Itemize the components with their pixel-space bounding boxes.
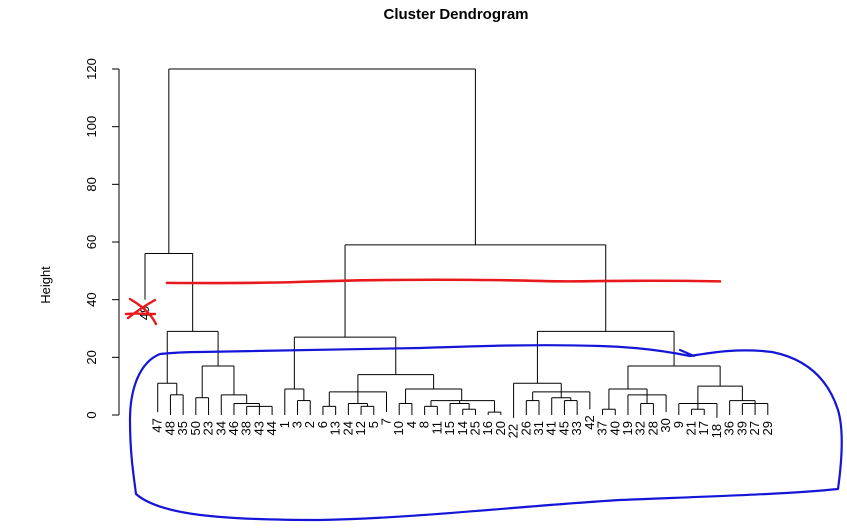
leaf-label: 8 [417, 421, 432, 428]
leaf-label: 19 [620, 421, 635, 435]
leaf-label: 21 [684, 421, 699, 435]
chart-title: Cluster Dendrogram [383, 6, 528, 23]
leaf-label: 30 [658, 418, 673, 432]
red-cross-mark [124, 297, 158, 326]
leaf-label: 39 [734, 421, 749, 435]
leaf-label: 45 [556, 421, 571, 435]
y-tick-label: 40 [84, 292, 99, 306]
y-tick-label: 120 [84, 58, 99, 80]
leaf-label: 6 [315, 421, 330, 428]
leaf-label: 18 [709, 424, 724, 438]
leaf-label: 1 [277, 421, 292, 428]
leaf-label: 5 [366, 421, 381, 428]
leaf-label: 24 [340, 421, 355, 435]
leaf-label: 43 [251, 421, 266, 435]
y-tick-label: 80 [84, 177, 99, 191]
y-tick-label: 0 [84, 411, 99, 418]
hand-drawn-annotations [124, 278, 843, 522]
leaf-label: 23 [201, 421, 216, 435]
leaf-label: 25 [467, 421, 482, 435]
leaf-label: 28 [645, 421, 660, 435]
leaf-label: 48 [162, 421, 177, 435]
leaf-label: 37 [595, 421, 610, 435]
dendrogram-branches [144, 68, 769, 418]
y-tick-label: 100 [84, 116, 99, 138]
leaf-label: 31 [531, 421, 546, 435]
leaf-label: 14 [455, 421, 470, 435]
leaf-label: 47 [150, 418, 165, 432]
leaf-label: 36 [722, 421, 737, 435]
leaf-label: 20 [493, 421, 508, 435]
leaf-label: 9 [671, 421, 686, 428]
leaf-label: 34 [213, 421, 228, 435]
leaf-label: 22 [506, 424, 521, 438]
leaf-label: 15 [442, 421, 457, 435]
leaf-label: 38 [239, 421, 254, 435]
leaf-label: 32 [633, 421, 648, 435]
leaf-label: 4 [404, 421, 419, 428]
leaf-label: 27 [747, 421, 762, 435]
y-axis: 0 20 40 60 80 100 120 [84, 58, 120, 419]
leaf-label: 11 [429, 421, 444, 435]
leaf-label: 41 [544, 421, 559, 435]
leaf-label: 2 [302, 421, 317, 428]
y-axis-label: Height [38, 266, 53, 304]
blue-cluster-circle [128, 344, 843, 522]
leaf-label: 17 [696, 421, 711, 435]
leaf-label: 33 [569, 421, 584, 435]
leaf-label: 29 [760, 421, 775, 435]
leaf-label: 42 [582, 415, 597, 429]
y-tick-label: 60 [84, 235, 99, 249]
leaf-label: 16 [480, 421, 495, 435]
leaf-label: 35 [175, 421, 190, 435]
leaf-label: 26 [518, 421, 533, 435]
leaf-label: 12 [353, 421, 368, 435]
leaf-label: 10 [391, 421, 406, 435]
leaf-label: 44 [264, 421, 279, 435]
leaf-label: 13 [328, 421, 343, 435]
leaf-label: 50 [188, 421, 203, 435]
leaf-label: 7 [378, 418, 393, 425]
red-cut-line [165, 278, 722, 285]
leaf-label: 3 [290, 421, 305, 428]
leaf-label: 40 [607, 421, 622, 435]
y-tick-label: 20 [84, 350, 99, 364]
leaf-label: 46 [226, 421, 241, 435]
